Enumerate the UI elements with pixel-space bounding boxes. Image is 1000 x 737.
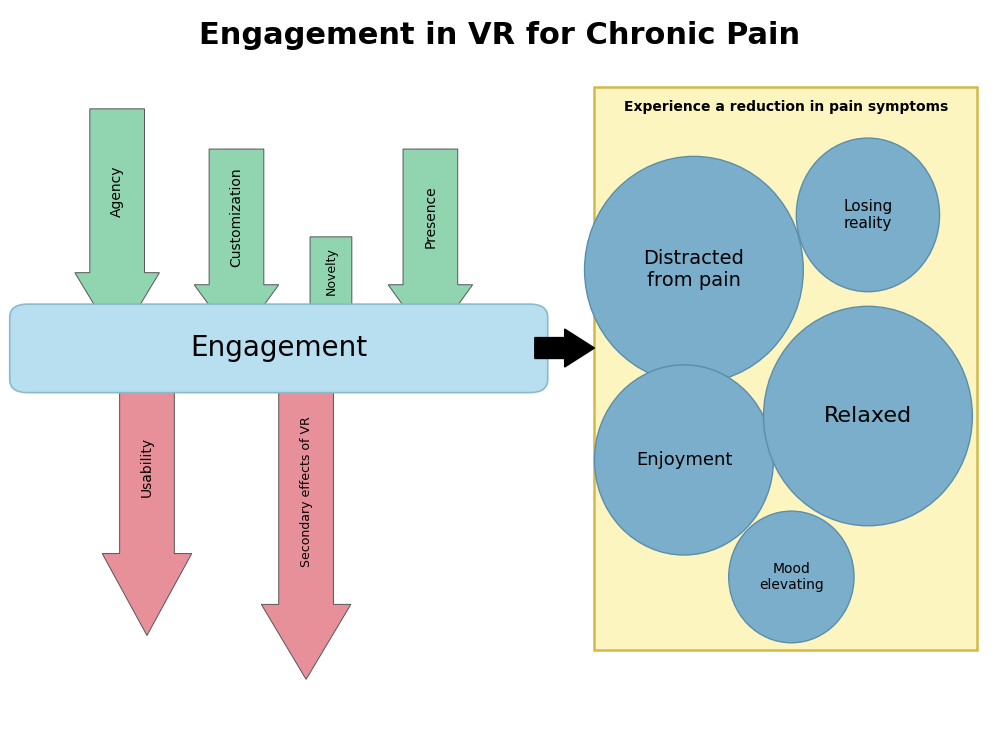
FancyArrow shape: [535, 329, 594, 367]
Text: Presence: Presence: [423, 186, 437, 248]
Text: Engagement in VR for Chronic Pain: Engagement in VR for Chronic Pain: [199, 21, 801, 50]
Text: Secondary effects of VR: Secondary effects of VR: [300, 416, 313, 567]
Text: Enjoyment: Enjoyment: [636, 451, 732, 469]
Text: Distracted
from pain: Distracted from pain: [643, 249, 744, 290]
Text: Agency: Agency: [110, 165, 124, 217]
Text: Customization: Customization: [229, 167, 243, 267]
FancyBboxPatch shape: [10, 304, 548, 393]
Text: Losing
reality: Losing reality: [843, 199, 893, 231]
Polygon shape: [102, 380, 192, 635]
Polygon shape: [388, 149, 473, 343]
Text: Novelty: Novelty: [324, 248, 337, 296]
Polygon shape: [194, 149, 279, 343]
FancyBboxPatch shape: [594, 87, 977, 650]
Text: Mood
elevating: Mood elevating: [759, 562, 824, 592]
Polygon shape: [75, 109, 159, 343]
Ellipse shape: [594, 365, 773, 555]
Text: Relaxed: Relaxed: [824, 406, 912, 426]
Text: Experience a reduction in pain symptoms: Experience a reduction in pain symptoms: [624, 100, 948, 114]
Text: Engagement: Engagement: [190, 335, 367, 363]
Ellipse shape: [764, 307, 972, 525]
Ellipse shape: [796, 138, 940, 292]
Polygon shape: [261, 380, 351, 680]
Text: Usability: Usability: [140, 436, 154, 497]
Ellipse shape: [585, 156, 803, 383]
Polygon shape: [299, 237, 363, 343]
Ellipse shape: [729, 511, 854, 643]
